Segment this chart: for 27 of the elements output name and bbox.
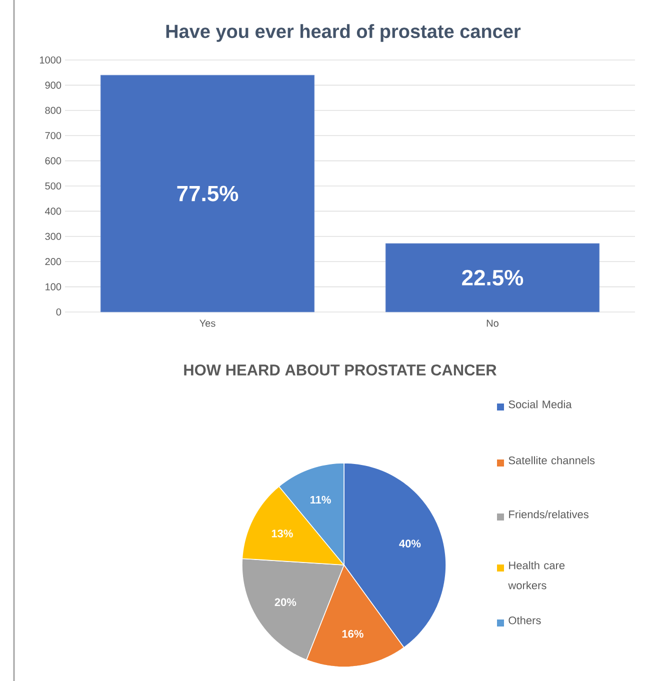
x-tick-label: Yes [200,320,216,327]
chart-title: HOW HEARD ABOUT PROSTATE CANCER [184,364,496,376]
legend-label: Friends/relatives [509,510,588,518]
data-label: 20% [274,598,296,606]
data-label: 16% [342,630,364,638]
x-tick-label: No [486,320,498,327]
y-tick-label: 1000 [40,56,62,64]
y-tick-label: 400 [45,208,62,215]
legend-label: Satellite channels [508,456,595,464]
y-tick-label: 100 [46,283,62,290]
legend-label: Others [508,616,541,624]
data-label: 13% [272,530,293,538]
y-tick-label: 200 [45,258,62,266]
annotation: 77.5% [177,186,238,202]
data-label: 11% [310,496,331,504]
y-tick-label: 300 [45,232,62,240]
y-tick-label: 900 [45,82,62,89]
legend-label: Social Media [508,400,572,408]
legend-label: Health care workers [508,561,565,590]
y-tick-label: 800 [45,106,62,114]
y-tick-label: 700 [45,132,62,140]
y-tick-label: 600 [45,157,62,164]
y-tick-label: 0 [56,308,62,316]
annotation: 22.5% [462,270,524,286]
y-tick-label: 500 [45,182,62,190]
chart-title: Have you ever heard of prostate cancer [166,24,521,42]
data-label: 40% [399,540,421,548]
